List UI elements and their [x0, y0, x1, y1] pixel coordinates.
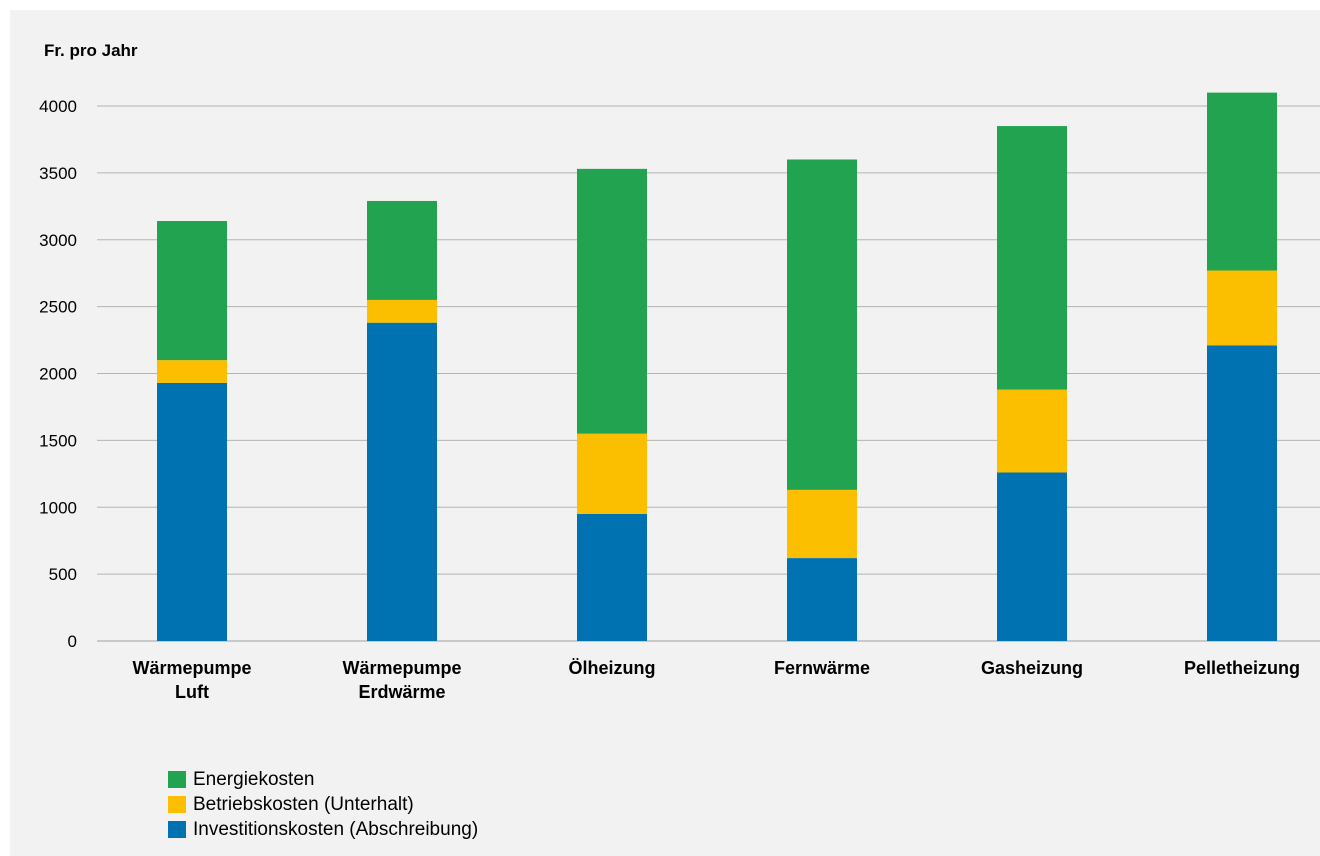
- bar-segment: [997, 389, 1067, 473]
- x-tick-label: Gasheizung: [981, 658, 1083, 678]
- legend-item: Investitionskosten (Abschreibung): [168, 817, 478, 842]
- legend-label: Investitionskosten (Abschreibung): [193, 818, 479, 840]
- y-tick-label: 500: [49, 565, 77, 584]
- legend-swatch: [168, 821, 186, 838]
- legend-swatch: [168, 796, 186, 813]
- bar-segment: [787, 558, 857, 641]
- y-tick-label: 1000: [39, 498, 77, 517]
- legend: Energiekosten Betriebskosten (Unterhalt) I…: [168, 767, 478, 842]
- y-tick-label: 1500: [39, 431, 77, 450]
- y-tick-label: 2000: [39, 365, 77, 384]
- y-tick-label: 3500: [39, 164, 77, 183]
- bar-segment: [577, 168, 647, 434]
- legend-item: Energiekosten: [168, 767, 478, 792]
- x-tick-label: Erdwärme: [358, 682, 445, 702]
- bar-segment: [997, 472, 1067, 641]
- bar-segment: [367, 200, 437, 300]
- y-tick-label: 3000: [39, 231, 77, 250]
- bar-segment: [787, 489, 857, 559]
- x-tick-label: Wärmepumpe: [132, 658, 251, 678]
- y-tick-label: 2500: [39, 298, 77, 317]
- x-tick-label: Ölheizung: [569, 658, 656, 678]
- bar-segment: [577, 513, 647, 641]
- y-tick-label: 4000: [39, 97, 77, 116]
- bar-segment: [787, 159, 857, 490]
- x-tick-label: Fernwärme: [774, 658, 870, 678]
- y-tick-label: 0: [68, 632, 77, 651]
- chart-panel: Fr. pro Jahr 0 500 1000 1500 2000 2500 3000 350…: [10, 10, 1320, 856]
- bar-segment: [157, 360, 227, 383]
- bar-segment: [367, 299, 437, 323]
- stacked-bar-chart: 0 500 1000 1500 2000 2500 3000 3500 4000 Wärmepum…: [39, 92, 1320, 702]
- x-tick-label: Pelletheizung: [1184, 658, 1300, 678]
- x-tick-label: Wärmepumpe: [342, 658, 461, 678]
- bar-segment: [997, 126, 1067, 390]
- legend-item: Betriebskosten (Unterhalt): [168, 792, 478, 817]
- bar-segment: [367, 322, 437, 641]
- bar-segment: [1207, 345, 1277, 641]
- legend-label: Energiekosten: [193, 768, 315, 790]
- legend-label: Betriebskosten (Unterhalt): [193, 793, 414, 815]
- chart-title: Fr. pro Jahr: [44, 41, 138, 60]
- legend-swatch: [168, 771, 186, 788]
- bar-segment: [577, 433, 647, 514]
- bar-segment: [157, 382, 227, 641]
- x-tick-label: Luft: [175, 682, 209, 702]
- bar-segment: [1207, 92, 1277, 271]
- bar-segment: [157, 221, 227, 361]
- bar-segment: [1207, 270, 1277, 346]
